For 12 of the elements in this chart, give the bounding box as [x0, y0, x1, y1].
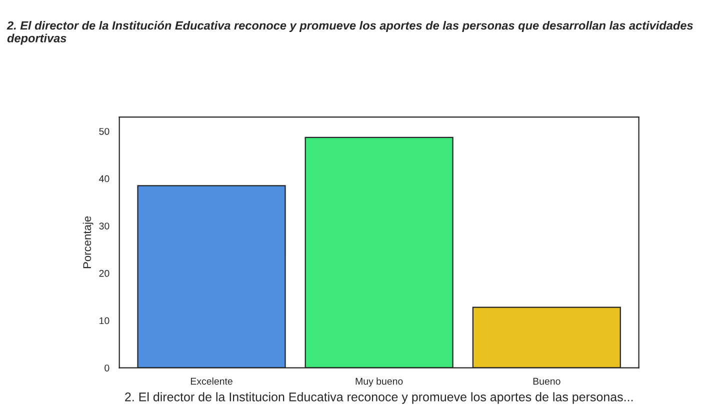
y-tick-label: 20 — [99, 270, 110, 277]
x-axis-title: 2. El director de la Institucion Educativa reconoce y promueve los aportes de las personas... — [125, 392, 633, 404]
x-tick-label: Muy bueno — [356, 378, 403, 387]
chart-title: 2. El director de la Institución Educativa reconoce y promueve los aportes de las personas que desarrollan las actividades deportivas — [6, 20, 693, 45]
y-axis-title: Porcentaje — [82, 216, 94, 268]
y-tick-label: 30 — [99, 222, 110, 230]
y-tick-label: 10 — [100, 317, 110, 324]
x-tick-label: Bueno — [533, 378, 560, 385]
y-tick-label: 0 — [104, 364, 110, 372]
x-tick-label: Excelente — [190, 378, 232, 385]
y-tick-label: 50 — [99, 128, 110, 135]
y-tick-label: 40 — [99, 175, 110, 182]
